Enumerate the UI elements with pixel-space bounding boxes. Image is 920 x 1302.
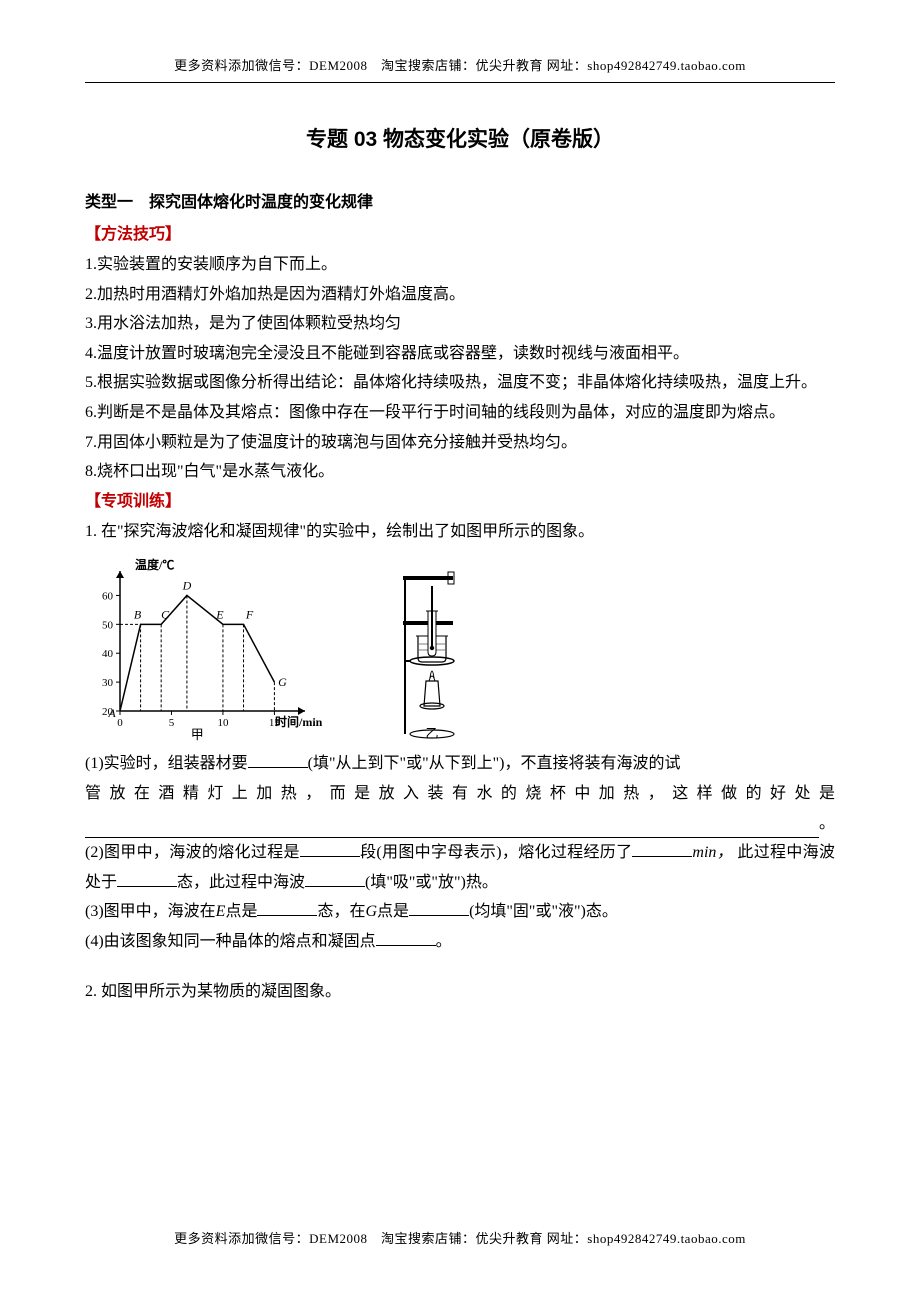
- chart-jia: 2030405060051015温度/℃时间/minABCDEFG甲: [85, 556, 335, 741]
- q1-p4-b: 。: [436, 933, 452, 950]
- svg-text:乙: 乙: [425, 726, 438, 741]
- unit-min: min，: [692, 844, 733, 861]
- blank: [409, 899, 469, 917]
- q1-p1-a: (1)实验时，组装器材要: [85, 755, 248, 772]
- method-item-5: 5.根据实验数据或图像分析得出结论：晶体熔化持续吸热，温度不变；非晶体熔化持续吸…: [85, 368, 835, 398]
- svg-text:甲: 甲: [191, 727, 204, 741]
- svg-text:D: D: [182, 579, 192, 593]
- figures-row: 2030405060051015温度/℃时间/minABCDEFG甲: [85, 556, 835, 741]
- blank: [376, 928, 436, 946]
- svg-text:30: 30: [102, 677, 114, 689]
- method-label: 【方法技巧】: [85, 220, 835, 244]
- method-item-1: 1.实验装置的安装顺序为自下而上。: [85, 250, 835, 280]
- section-heading-type1: 类型一 探究固体熔化时温度的变化规律: [85, 188, 835, 212]
- q1-p3-f: (均填"固"或"液")态。: [469, 903, 618, 920]
- q1-p1-end: 。: [819, 809, 835, 839]
- q1-p3-d: 点是: [377, 903, 409, 920]
- blank: [305, 869, 365, 887]
- svg-text:0: 0: [117, 717, 123, 729]
- q1-part4: (4)由该图象知同一种晶体的熔点和凝固点 。: [85, 927, 835, 957]
- svg-text:时间/min: 时间/min: [275, 714, 323, 729]
- q1-stem: 1. 在"探究海波熔化和凝固规律"的实验中，绘制出了如图甲所示的图象。: [85, 517, 835, 547]
- svg-text:F: F: [245, 608, 254, 622]
- q1-part2: (2)图甲中，海波的熔化过程是段(用图中字母表示)，熔化过程经历了min， 此过…: [85, 838, 835, 897]
- q1-p3-b: 点是: [225, 903, 257, 920]
- q1-p2-b: 段(用图中字母表示)，熔化过程经历了: [360, 844, 633, 861]
- svg-text:C: C: [161, 608, 170, 622]
- pt-G: G: [365, 903, 377, 920]
- blank: [117, 869, 177, 887]
- svg-text:5: 5: [169, 717, 175, 729]
- q1-p1-b: (填"从上到下"或"从下到上")，不直接将装有海波的试: [308, 755, 681, 772]
- blank: [257, 899, 317, 917]
- method-item-4: 4.温度计放置时玻璃泡完全浸没且不能碰到容器底或容器壁，读数时视线与液面相平。: [85, 339, 835, 369]
- q2-stem: 2. 如图甲所示为某物质的凝固图象。: [85, 977, 835, 1007]
- q1-p1-c: 管放在酒精灯上加热，而是放入装有水的烧杯中加热，这样做的好处是: [85, 779, 835, 809]
- svg-text:G: G: [278, 675, 287, 689]
- q1-p4-a: (4)由该图象知同一种晶体的熔点和凝固点: [85, 933, 376, 950]
- blank: [248, 751, 308, 769]
- svg-text:温度/℃: 温度/℃: [135, 557, 174, 572]
- training-label: 【专项训练】: [85, 487, 835, 511]
- svg-text:A: A: [107, 706, 116, 720]
- q1-p3-a: (3)图甲中，海波在: [85, 903, 216, 920]
- document-title: 专题 03 物态变化实验（原卷版）: [85, 123, 835, 153]
- q1-p2-d: 态，此过程中海波: [177, 874, 305, 891]
- method-item-3: 3.用水浴法加热，是为了使固体颗粒受热均匀: [85, 309, 835, 339]
- q1-part1: (1)实验时，组装器材要 (填"从上到下"或"从下到上")，不直接将装有海波的试: [85, 749, 835, 779]
- method-item-8: 8.烧杯口出现"白气"是水蒸气液化。: [85, 457, 835, 487]
- q1-p2-e: (填"吸"或"放")热。: [365, 874, 498, 891]
- svg-text:60: 60: [102, 591, 114, 603]
- q1-p3-c: 态，在: [317, 903, 365, 920]
- svg-text:50: 50: [102, 620, 114, 632]
- page-header: 更多资料添加微信号：DEM2008 淘宝搜索店铺：优尖升教育 网址：shop49…: [85, 55, 835, 83]
- svg-text:40: 40: [102, 649, 114, 661]
- method-item-6: 6.判断是不是晶体及其熔点：图像中存在一段平行于时间轴的线段则为晶体，对应的温度…: [85, 398, 835, 428]
- page-footer: 更多资料添加微信号：DEM2008 淘宝搜索店铺：优尖升教育 网址：shop49…: [85, 1228, 835, 1247]
- svg-text:E: E: [215, 608, 224, 622]
- blank: [300, 840, 360, 858]
- svg-text:B: B: [134, 608, 142, 622]
- method-item-2: 2.加热时用酒精灯外焰加热是因为酒精灯外焰温度高。: [85, 280, 835, 310]
- q1-part3: (3)图甲中，海波在E点是态，在G点是(均填"固"或"液")态。: [85, 897, 835, 927]
- blank-long: [85, 814, 819, 838]
- method-item-7: 7.用固体小颗粒是为了使温度计的玻璃泡与固体充分接触并受热均匀。: [85, 428, 835, 458]
- q1-p2-a: (2)图甲中，海波的熔化过程是: [85, 844, 300, 861]
- apparatus-yi: 乙: [390, 566, 475, 741]
- svg-text:10: 10: [217, 717, 229, 729]
- pt-E: E: [216, 903, 226, 920]
- blank: [632, 840, 692, 858]
